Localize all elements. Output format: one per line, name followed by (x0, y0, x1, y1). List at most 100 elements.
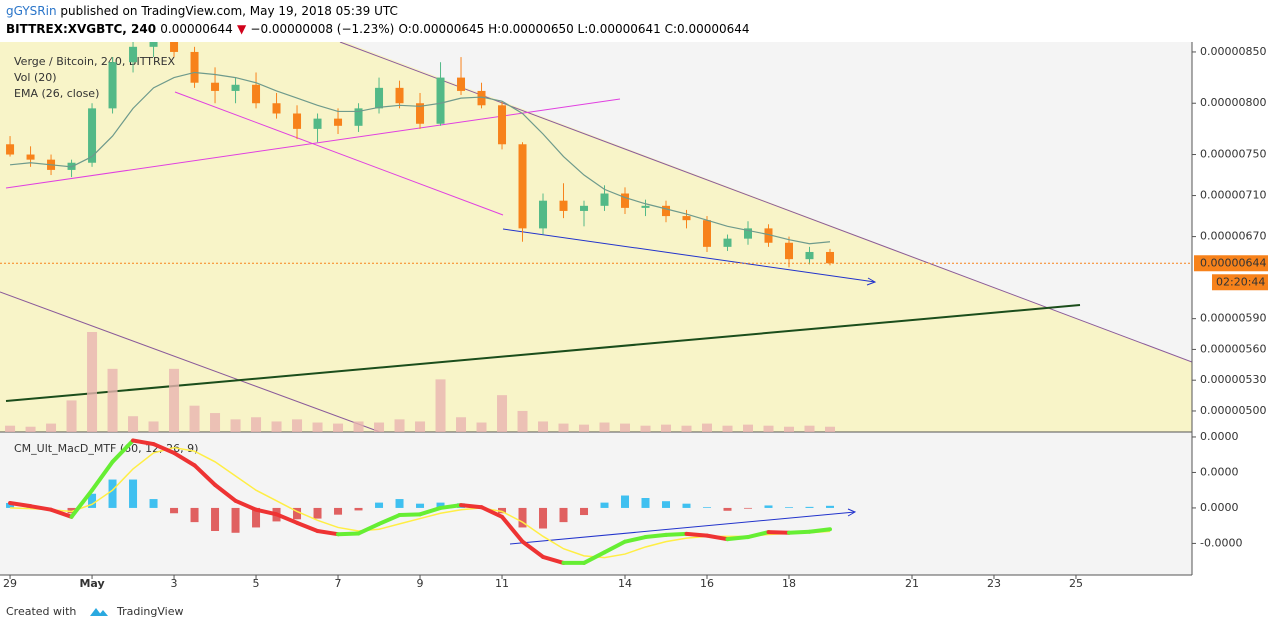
volume-bar (107, 368, 118, 432)
x-tick-label: 21 (905, 577, 919, 590)
macd-segment (602, 539, 628, 555)
candle-body (6, 144, 15, 155)
histogram-bar (108, 479, 117, 508)
histogram-bar (641, 498, 650, 508)
candle-body (784, 242, 793, 260)
candle-body (559, 200, 568, 211)
y-tick-label: 0.00000850 (1200, 45, 1266, 58)
candle-body (805, 251, 814, 260)
macd-segment (192, 463, 218, 487)
histogram-bar (559, 507, 568, 523)
arrow-head (866, 277, 877, 286)
candle-body (682, 216, 691, 221)
macd-segment (786, 529, 812, 535)
volume-bar (189, 405, 200, 432)
candle-body (825, 251, 834, 264)
trend-line (0, 291, 381, 432)
histogram-bar (784, 507, 793, 508)
macd-pane (6, 438, 834, 565)
volume-bar (169, 368, 180, 432)
histogram-bar (662, 501, 671, 508)
arrow: ▼ (237, 22, 247, 36)
y-tick-label: 0.00000500 (1200, 404, 1266, 417)
signal-line (10, 446, 831, 559)
volume-bar (271, 421, 282, 432)
macd-segment (8, 500, 33, 509)
volume-bar (251, 417, 262, 432)
histogram-bar (334, 507, 343, 515)
legend-title: Verge / Bitcoin, 240, BITTREX (14, 55, 176, 68)
histogram-bar (518, 507, 527, 528)
x-tick-label: 25 (1069, 577, 1083, 590)
candle-body (498, 105, 507, 145)
macd-segment (807, 527, 832, 534)
macd-segment (479, 505, 505, 519)
macd-segment (336, 531, 361, 537)
volume-bar (148, 421, 159, 432)
histogram-bar (744, 507, 752, 509)
candle-body (354, 108, 363, 126)
candle-body (149, 42, 158, 47)
volume-bar (394, 419, 405, 432)
volume-bar (763, 425, 774, 432)
trend-line (174, 91, 504, 216)
histogram-bar (539, 507, 548, 529)
trend-line (509, 511, 856, 545)
histogram-bar (764, 505, 773, 508)
last-price-label: 0.00000644 (1200, 256, 1266, 269)
volume-bar (661, 424, 672, 432)
volume-bar (66, 400, 77, 432)
legend-ema: EMA (26, close) (14, 87, 99, 100)
volume-bar (456, 417, 467, 432)
volume-bar (783, 426, 794, 432)
tv-logo (90, 608, 108, 616)
footer-brand[interactable]: TradingView (116, 605, 183, 618)
candle-body (395, 87, 404, 104)
candle-body (662, 205, 671, 217)
candle-body (190, 51, 199, 83)
macd-segment (90, 459, 115, 493)
macd-drawings (509, 508, 857, 545)
candle-body (416, 103, 425, 124)
x-tick-label: 5 (253, 577, 260, 590)
macd-segment (705, 533, 730, 542)
macd-segment (582, 550, 607, 565)
x-tick-label: 9 (417, 577, 424, 590)
candle-body (436, 77, 445, 124)
volume-bar (599, 422, 610, 432)
histogram-bar (293, 507, 302, 520)
candle-body (744, 228, 752, 239)
candle-body (457, 77, 466, 91)
candle-body (703, 220, 712, 247)
candle-body (764, 228, 773, 243)
author: gGYSRin (6, 4, 57, 18)
volume-bar (538, 421, 549, 432)
y-tick-label: 0.00000560 (1200, 342, 1266, 355)
macd-segment (664, 531, 689, 537)
volume-bar (415, 421, 426, 432)
footer-created: Created with (6, 605, 76, 618)
candle-body (313, 118, 322, 129)
y-tick-label: -0.0000 (1200, 536, 1242, 549)
candle-body (108, 62, 117, 109)
macd-segment (28, 504, 54, 512)
y-tick-label: 0.00000710 (1200, 189, 1266, 202)
trend-line (5, 304, 1081, 402)
volume-bar (435, 379, 446, 432)
candle-body (129, 46, 138, 63)
candle-body (88, 108, 97, 163)
x-tick-label: 23 (987, 577, 1001, 590)
y-tick-label: 0.0000 (1200, 501, 1239, 514)
ohlc: O:0.00000645 H:0.00000650 L:0.00000641 C… (399, 22, 750, 36)
volume-bar (312, 422, 323, 432)
y-tick-label: 0.00000590 (1200, 312, 1266, 325)
volume-bar (87, 332, 98, 432)
volume-bar (292, 419, 303, 432)
histogram-bar (395, 499, 404, 508)
histogram-bar (580, 507, 589, 516)
macd-segment (684, 531, 710, 538)
volume-bar (230, 419, 241, 432)
macd-segment (377, 513, 402, 526)
macd-segment (746, 530, 771, 540)
